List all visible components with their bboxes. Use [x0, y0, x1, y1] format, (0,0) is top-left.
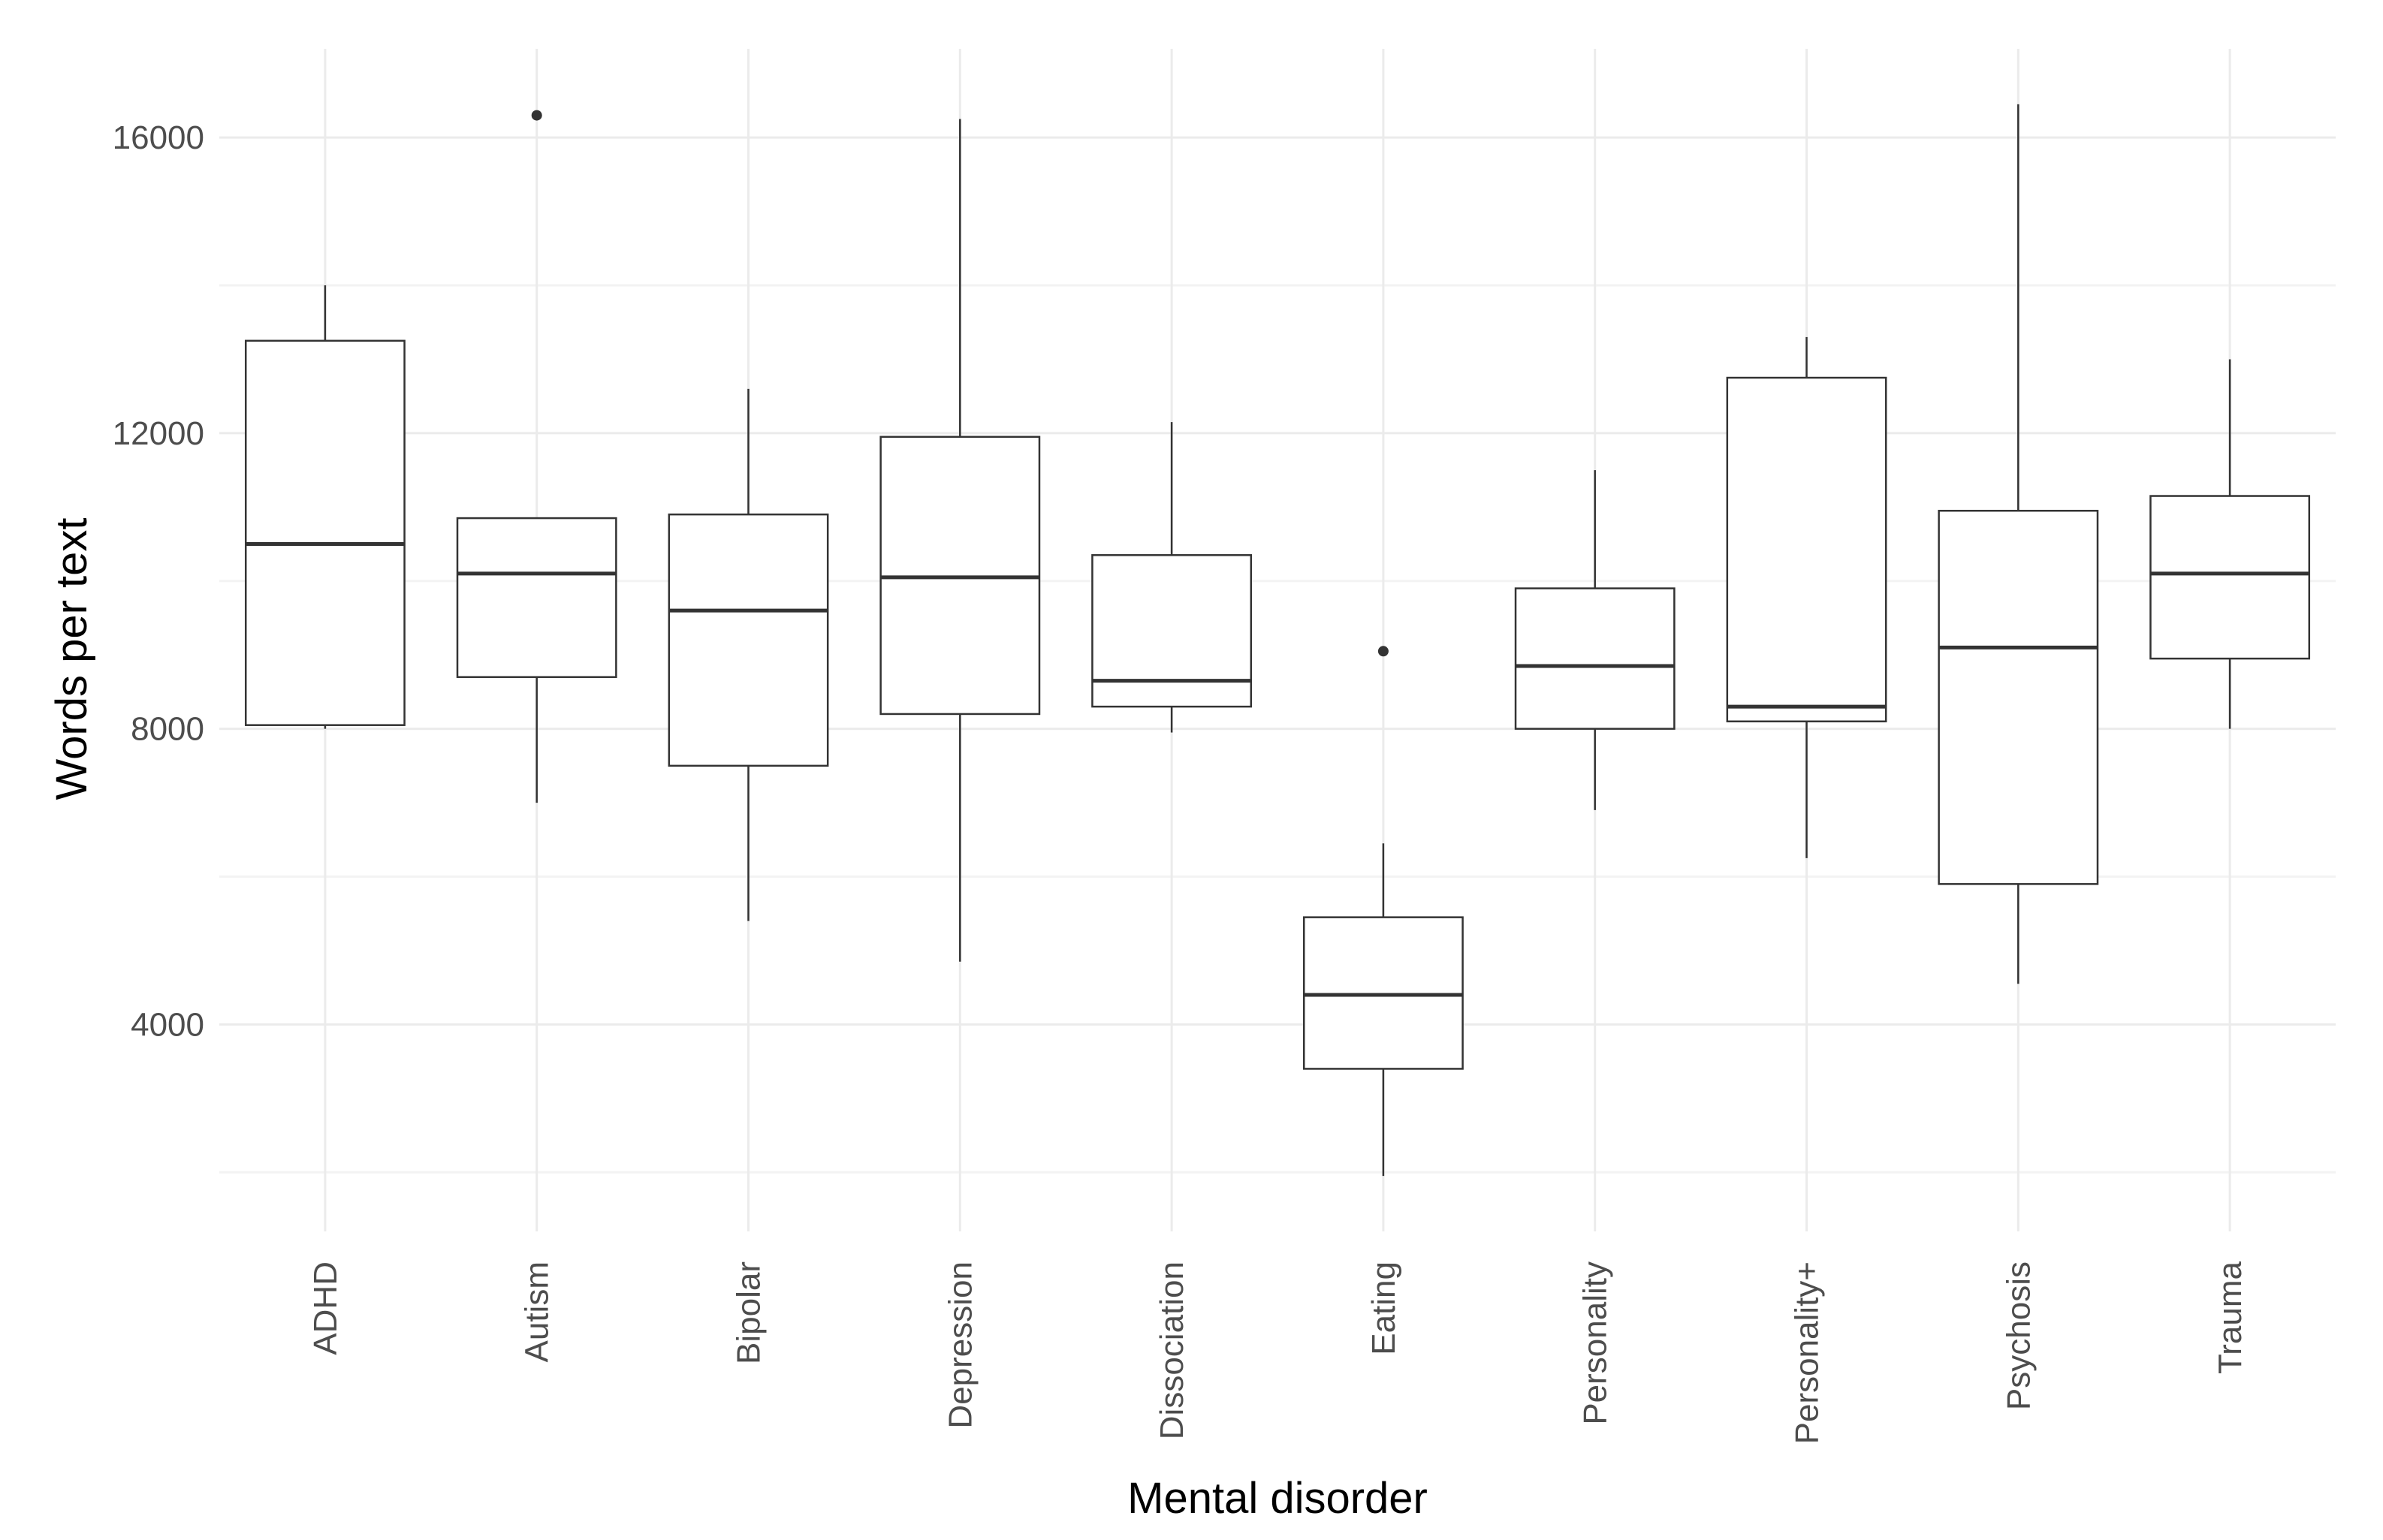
- x-axis-title: Mental disorder: [1127, 1474, 1428, 1523]
- box-series: [244, 104, 2311, 1177]
- box-depression: [879, 119, 1041, 962]
- x-tick-label: Autism: [519, 1261, 556, 1362]
- x-tick-label: Eating: [1365, 1261, 1402, 1355]
- x-tick-label: Trauma: [2212, 1261, 2249, 1373]
- box-bipolar: [668, 388, 829, 921]
- y-tick-label: 16000: [113, 119, 204, 156]
- x-axis-ticks: ADHD Autism Bipolar Depression Dissociation E…: [307, 1261, 2249, 1444]
- iqr-box: [1726, 376, 1887, 723]
- box-eating: [1302, 646, 1464, 1177]
- x-tick-label: Dissociation: [1154, 1261, 1190, 1439]
- iqr-box: [1938, 509, 2099, 885]
- box-personality-: [1726, 336, 1887, 858]
- y-tick-label: 4000: [131, 1006, 204, 1043]
- y-tick-label: 12000: [113, 415, 204, 452]
- box-psychosis: [1938, 104, 2099, 984]
- x-tick-label: Bipolar: [731, 1261, 768, 1364]
- x-tick-label: Depression: [942, 1261, 979, 1429]
- iqr-box: [1091, 554, 1253, 708]
- box-autism: [456, 110, 617, 803]
- outlier-point: [531, 110, 542, 121]
- x-tick-label: Psychosis: [2000, 1261, 2037, 1410]
- box-personality: [1514, 470, 1676, 810]
- box-trauma: [2149, 359, 2311, 729]
- iqr-box: [1514, 587, 1676, 730]
- y-tick-label: 8000: [131, 711, 204, 748]
- y-axis-title: Words per text: [47, 517, 96, 800]
- iqr-box: [456, 517, 617, 678]
- iqr-box: [2149, 495, 2311, 660]
- iqr-box: [244, 339, 406, 726]
- outlier-point: [1377, 646, 1389, 657]
- iqr-box: [668, 513, 829, 767]
- x-tick-label: Personality+: [1789, 1261, 1826, 1444]
- box-dissociation: [1091, 422, 1253, 733]
- y-axis-ticks: 4000 8000 12000 16000: [113, 119, 204, 1043]
- box-adhd: [244, 285, 406, 729]
- x-tick-label: Personality: [1577, 1261, 1614, 1425]
- x-tick-label: ADHD: [307, 1261, 344, 1355]
